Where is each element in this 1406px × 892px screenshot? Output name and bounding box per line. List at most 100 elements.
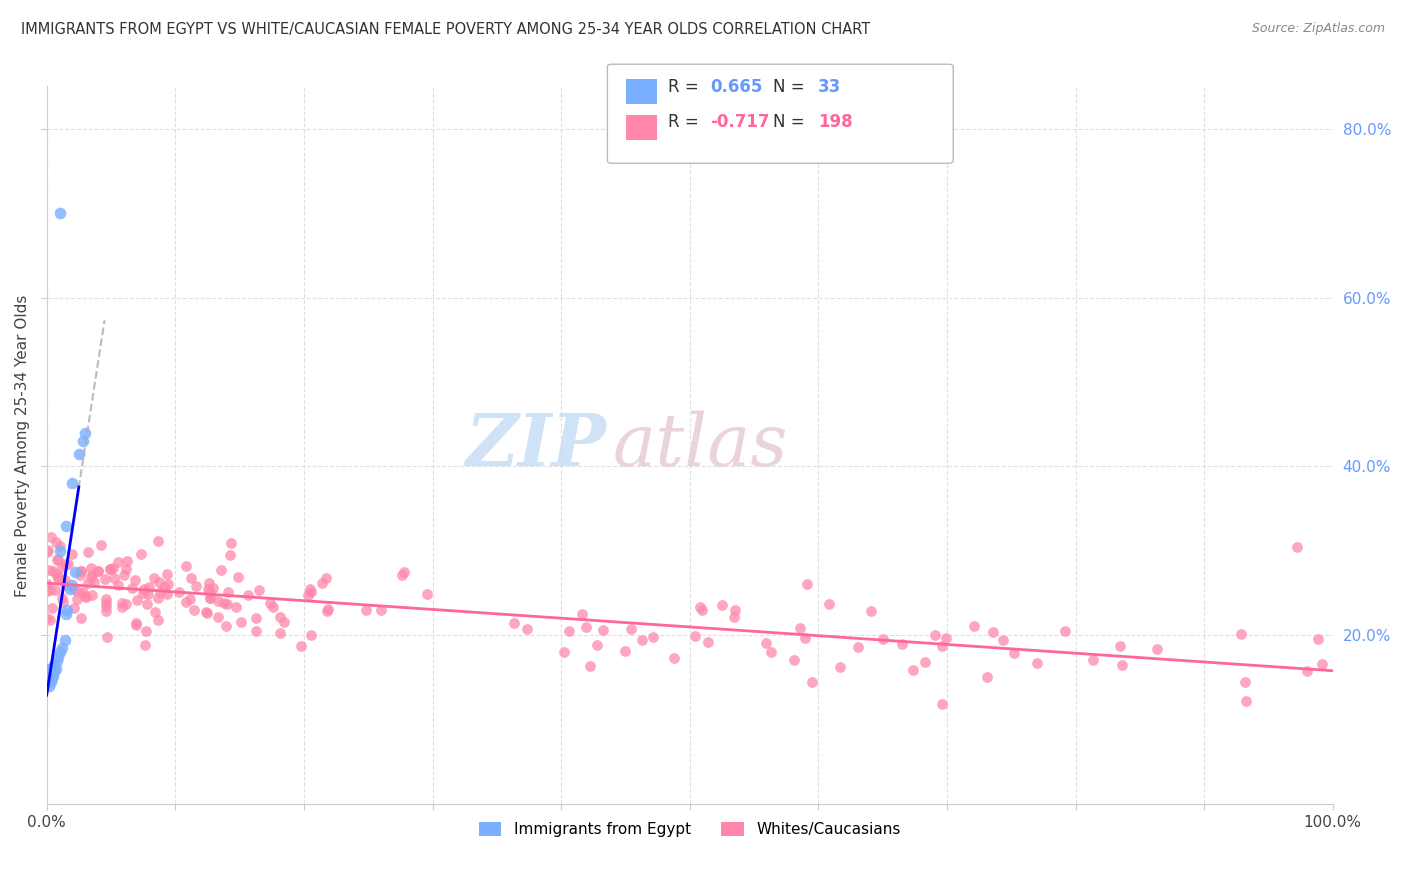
Point xyxy=(58,557,80,571)
Text: R =: R = xyxy=(668,78,704,95)
Point xyxy=(38,679,60,693)
Point xyxy=(55,518,77,533)
Point xyxy=(124,573,146,587)
Point xyxy=(48,206,70,220)
Point xyxy=(184,579,207,593)
Point xyxy=(692,603,714,617)
Point xyxy=(149,584,172,599)
Point xyxy=(924,628,946,642)
Point xyxy=(229,615,252,630)
Point xyxy=(931,697,953,711)
Point xyxy=(724,603,747,617)
Text: 0.665: 0.665 xyxy=(710,78,762,95)
Point xyxy=(45,567,67,582)
Point xyxy=(963,619,986,633)
Point xyxy=(1234,675,1257,690)
Point xyxy=(39,613,62,627)
Point xyxy=(217,598,239,612)
Point xyxy=(83,574,105,589)
Point xyxy=(37,611,59,625)
Point xyxy=(37,583,59,598)
Point xyxy=(94,604,117,618)
Point xyxy=(1296,665,1319,679)
Point xyxy=(45,662,67,676)
Point xyxy=(94,591,117,606)
Point xyxy=(48,569,70,583)
Point xyxy=(219,535,242,549)
Point xyxy=(55,558,77,572)
Point xyxy=(38,662,60,676)
Point xyxy=(69,567,91,582)
Point xyxy=(217,585,239,599)
Point xyxy=(111,596,134,610)
Point xyxy=(94,572,117,586)
Point xyxy=(60,547,83,561)
Point xyxy=(641,630,664,644)
Point xyxy=(195,606,218,620)
Point xyxy=(586,639,609,653)
Point xyxy=(1109,640,1132,654)
Point xyxy=(195,605,218,619)
Point xyxy=(94,599,117,613)
Point xyxy=(70,611,93,625)
Point xyxy=(1285,540,1308,554)
Point xyxy=(80,561,103,575)
Point xyxy=(76,575,98,590)
Point xyxy=(976,670,998,684)
Point xyxy=(269,610,291,624)
Point xyxy=(198,591,221,605)
Text: Source: ZipAtlas.com: Source: ZipAtlas.com xyxy=(1251,22,1385,36)
Point xyxy=(87,564,110,578)
Point xyxy=(993,633,1015,648)
Point xyxy=(273,615,295,630)
Point xyxy=(156,587,179,601)
Point xyxy=(37,577,59,591)
Point xyxy=(198,575,221,590)
Point xyxy=(143,606,166,620)
Point xyxy=(134,582,156,596)
Point xyxy=(245,610,267,624)
Point xyxy=(75,589,97,603)
Point xyxy=(82,588,104,602)
Point xyxy=(846,640,869,654)
Point xyxy=(98,562,121,576)
Point xyxy=(87,564,110,578)
Point xyxy=(299,585,322,599)
Point xyxy=(931,639,953,653)
Text: N =: N = xyxy=(773,113,810,131)
Point xyxy=(80,570,103,584)
Point xyxy=(114,568,136,582)
Point xyxy=(236,588,259,602)
Point xyxy=(42,564,65,578)
Point xyxy=(630,633,652,648)
Point xyxy=(1236,694,1258,708)
Point xyxy=(516,622,538,636)
Point xyxy=(37,671,59,685)
Point xyxy=(174,595,197,609)
Point xyxy=(63,565,86,579)
Text: 33: 33 xyxy=(818,78,842,95)
Point xyxy=(46,553,69,567)
Point xyxy=(38,666,60,681)
Point xyxy=(981,625,1004,640)
Point xyxy=(202,581,225,595)
Point xyxy=(354,603,377,617)
Point xyxy=(37,543,59,558)
Point xyxy=(98,562,121,576)
Point xyxy=(818,597,841,611)
Point xyxy=(228,570,250,584)
Point xyxy=(59,582,82,596)
Point xyxy=(72,584,94,599)
Point xyxy=(613,643,636,657)
Point xyxy=(783,653,806,667)
Point xyxy=(179,592,201,607)
Point xyxy=(579,658,602,673)
Point xyxy=(51,641,73,656)
Point xyxy=(180,571,202,585)
Point xyxy=(620,622,643,636)
Point xyxy=(689,599,711,614)
Point xyxy=(262,600,284,615)
Point xyxy=(77,545,100,559)
Point xyxy=(39,582,62,597)
Point xyxy=(198,591,221,605)
